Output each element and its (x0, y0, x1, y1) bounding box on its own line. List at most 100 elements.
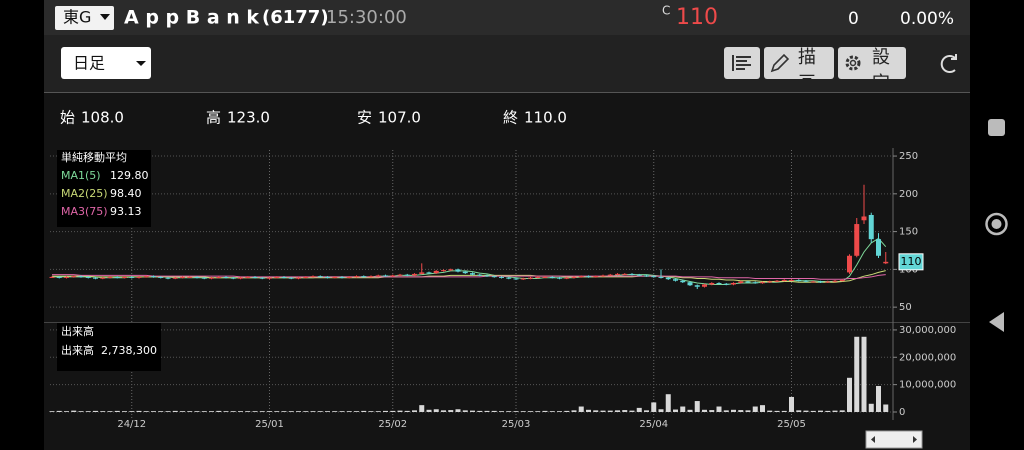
volume-bar (114, 410, 120, 412)
list-icon (732, 55, 751, 71)
volume-bar (201, 411, 207, 412)
candle-body (100, 277, 106, 279)
volume-bar (868, 403, 874, 412)
volume-bar (680, 406, 686, 412)
candle-body (426, 272, 432, 274)
volume-bar (259, 411, 265, 412)
volume-bar (129, 411, 135, 412)
candle-body (209, 277, 214, 279)
chart-bg (44, 93, 970, 450)
recent-button[interactable] (988, 119, 1005, 136)
home-dot (991, 219, 1002, 229)
period-select[interactable] (61, 47, 151, 79)
candle-body (230, 277, 236, 279)
volume-bar (854, 336, 860, 412)
volume-bar (151, 411, 156, 412)
market-select[interactable] (55, 6, 114, 30)
volume-bar (832, 410, 838, 412)
volume-bar (375, 411, 381, 412)
candle-body (259, 277, 265, 279)
candle-body (296, 277, 301, 279)
volume-bar (122, 411, 127, 412)
ma-line (52, 274, 886, 280)
candle-body (107, 276, 113, 278)
period: 日足 (73, 54, 105, 73)
legend-box (57, 323, 161, 371)
ohlc-label: 始 (60, 109, 75, 127)
volume-bar (223, 411, 229, 412)
gear-icon (845, 55, 861, 71)
candle-body (455, 269, 461, 272)
candle-body (78, 276, 84, 278)
volume-bar (390, 410, 396, 412)
volume-bar (694, 401, 700, 412)
candle-body (578, 276, 584, 278)
draw-label: 描画 (798, 47, 816, 79)
cursor-left (871, 436, 875, 443)
volume-bar (85, 411, 91, 412)
candle-body (745, 281, 751, 283)
x-tick-label: 25/01 (255, 419, 284, 430)
candle-body (868, 214, 874, 240)
volume-bar (317, 411, 323, 412)
list-button[interactable] (724, 47, 760, 79)
candle-body (143, 276, 149, 278)
back-button[interactable] (989, 312, 1004, 332)
y-tick-label: 150 (899, 227, 918, 238)
stock-name: A p p B a n k (124, 7, 259, 29)
settings-button[interactable]: 設定 (838, 47, 906, 79)
market: 東G (63, 8, 91, 27)
y-tick-label: 0 (899, 407, 905, 418)
volume-bar (745, 410, 751, 412)
candle-body (839, 279, 845, 281)
volume-bar (172, 410, 178, 412)
legend-name: 出来高 (61, 343, 94, 357)
volume-bar (100, 411, 106, 412)
candle-body (644, 275, 649, 277)
volume-bar (615, 410, 620, 412)
refresh-icon[interactable] (940, 54, 957, 73)
candle-body (484, 275, 490, 277)
candle-body (325, 276, 330, 278)
candle-body (245, 276, 251, 278)
candle-body (825, 281, 831, 283)
legend-value: 98.40 (110, 187, 142, 200)
candle-body (165, 277, 171, 279)
candle-body (876, 239, 881, 256)
candle-body (629, 273, 635, 275)
ohlc-value: 110.0 (524, 109, 567, 127)
volume-bar (433, 409, 439, 412)
candle-body (383, 275, 388, 277)
y-tick-label: 50 (899, 302, 912, 313)
candle-body (404, 274, 410, 276)
volume-bar (404, 410, 410, 412)
volume-bar (506, 411, 512, 412)
volume-bar (448, 410, 454, 412)
candle-body (607, 274, 613, 276)
volume-bar (361, 410, 367, 412)
volume-bar (774, 410, 780, 412)
volume-bar (549, 411, 555, 412)
volume-bar (288, 411, 294, 412)
legend-value: 129.80 (110, 169, 149, 182)
candle-body (180, 276, 185, 278)
candle-body (339, 276, 345, 278)
draw-button[interactable]: 描画 (764, 47, 834, 79)
volume-bar (607, 410, 613, 412)
candle-body (832, 280, 838, 282)
candle-body (114, 276, 120, 278)
volume-bar (491, 410, 497, 412)
home-button[interactable] (985, 212, 1008, 236)
change: 0 (848, 9, 859, 29)
price-flag: C (662, 4, 670, 18)
candle-body (723, 283, 729, 285)
volume-bar (847, 377, 852, 412)
volume-bar (796, 410, 802, 412)
candle-body (368, 276, 374, 278)
candle-body (419, 272, 425, 274)
stock-code: (6177) (262, 7, 329, 28)
candle-body (448, 269, 454, 271)
candle-body (71, 276, 77, 278)
candle-body (781, 279, 787, 281)
